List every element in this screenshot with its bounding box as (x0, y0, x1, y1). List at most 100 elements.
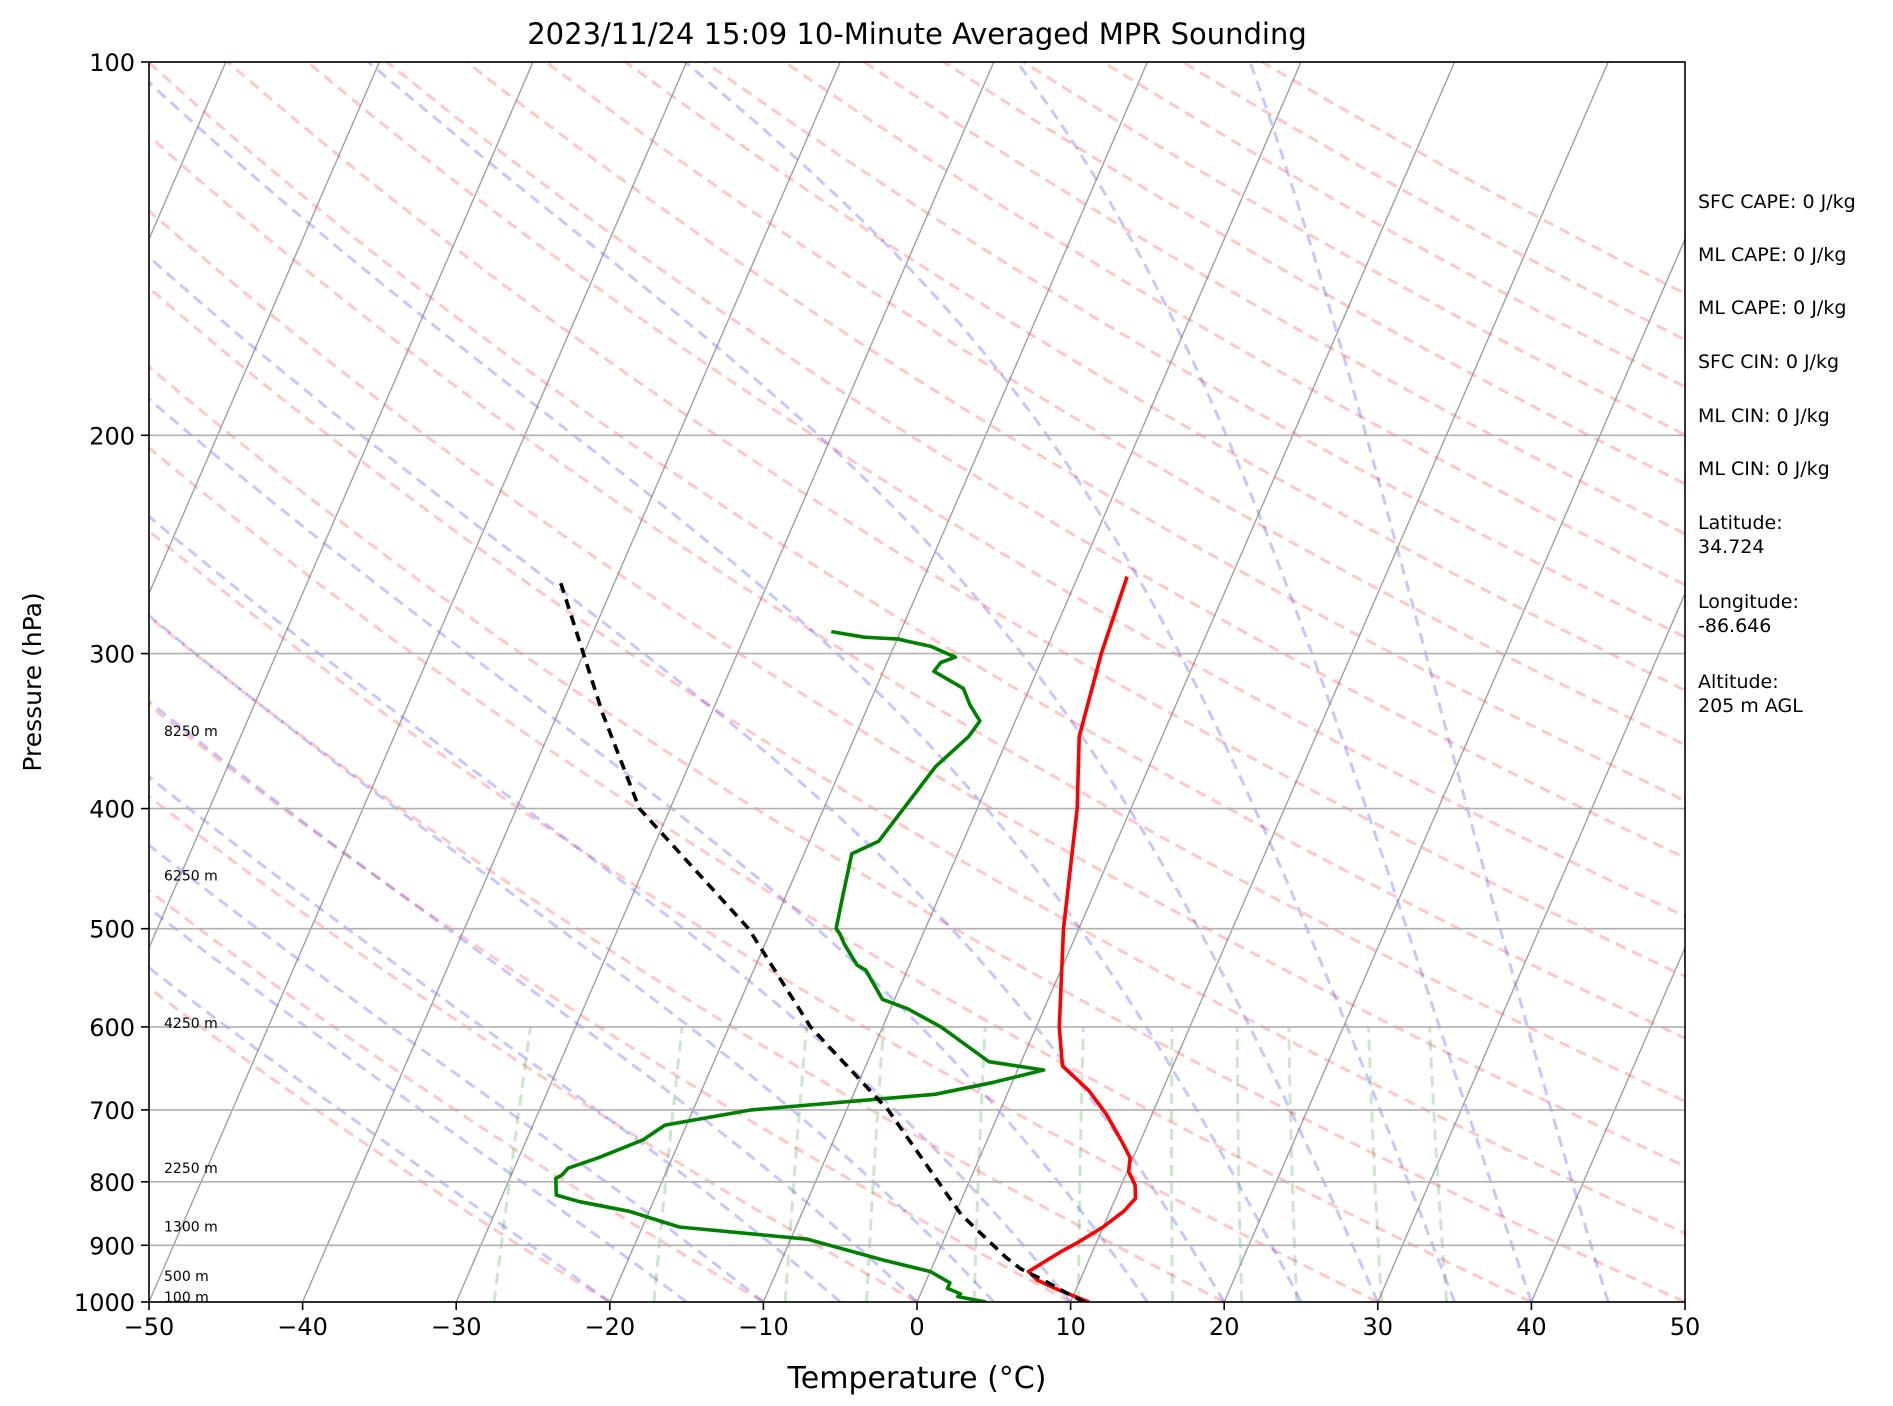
mixing-ratio-line-7 (1235, 1026, 1244, 1302)
dry-adiabat-5 (149, 529, 1379, 1302)
isotherm-9 (301, 62, 841, 1302)
x-tick-label-4: −10 (738, 1313, 789, 1341)
isotherm-13 (916, 62, 1456, 1302)
moist-adiabat-12 (1015, 62, 1533, 1302)
isotherm-12 (762, 62, 1302, 1302)
data-series (554, 576, 1138, 1302)
dry-adiabat-9 (149, 208, 1685, 1168)
mixing-ratio-line-9 (1367, 1026, 1384, 1302)
x-tick-label-5: 0 (909, 1313, 924, 1341)
dry-adiabat-13 (306, 62, 1685, 918)
x-tick-label-0: −50 (124, 1313, 175, 1341)
x-tick-label-1: −40 (277, 1313, 328, 1341)
annotation-6: Latitude: 34.724 (1698, 512, 1783, 558)
annotation-4: ML CIN: 0 J/kg (1698, 405, 1830, 427)
isotherm-11 (609, 62, 1149, 1302)
y-tick-label-9: 1000 (74, 1289, 135, 1317)
isotherm-14 (1069, 62, 1609, 1302)
dry-adiabat-4 (149, 614, 1225, 1302)
dry-adiabat-2 (149, 794, 918, 1302)
mixing-ratio-line-6 (1170, 1026, 1175, 1302)
y-axis-label: Pressure (hPa) (18, 592, 47, 771)
height-label-0: 8250 m (164, 724, 218, 740)
isotherm-16 (1377, 591, 1685, 1302)
moist-adiabat-8 (149, 255, 1226, 1302)
x-tick-label-8: 30 (1363, 1313, 1394, 1341)
y-tick-label-6: 700 (89, 1097, 135, 1125)
isotherm-6 (149, 62, 381, 596)
moist-adiabat-11 (684, 62, 1457, 1302)
moist-adiabat-9 (149, 80, 1303, 1302)
dry-adiabat-16 (545, 62, 1685, 747)
moist-adiabat-13 (1248, 62, 1610, 1302)
y-tick-label-0: 100 (89, 49, 135, 77)
annotation-2: ML CAPE: 0 J/kg (1698, 297, 1847, 319)
height-label-5: 500 m (164, 1269, 209, 1285)
isotherm-7 (149, 62, 534, 950)
x-tick-label-7: 20 (1209, 1313, 1240, 1341)
annotation-7: Longitude: -86.646 (1698, 591, 1799, 637)
moist-adiabat-6 (149, 514, 1072, 1302)
y-tick-label-4: 500 (89, 916, 135, 944)
background-lines (149, 62, 1685, 1302)
y-tick-label-8: 900 (89, 1232, 135, 1260)
y-tick-label-5: 600 (89, 1014, 135, 1042)
moist-adiabat-0 (149, 965, 611, 1302)
dry-adiabat-17 (624, 62, 1685, 692)
mixing-ratio-line-8 (1287, 1026, 1299, 1302)
annotation-0: SFC CAPE: 0 J/kg (1698, 191, 1856, 213)
height-label-2: 4250 m (164, 1016, 218, 1032)
dry-adiabat-12 (226, 62, 1685, 979)
mixing-ratio-line-10 (1428, 1026, 1449, 1302)
isotherm-15 (1223, 237, 1685, 1302)
mixing-ratio-line-2 (783, 1026, 808, 1302)
dry-adiabat-10 (149, 133, 1685, 1104)
height-label-3: 2250 m (164, 1161, 218, 1177)
x-tick-label-2: −30 (431, 1313, 482, 1341)
y-tick-label-7: 800 (89, 1169, 135, 1197)
moist-adiabat-3 (149, 774, 842, 1302)
y-tick-label-1: 200 (89, 422, 135, 450)
x-axis-ticks: −50 −40 −30 −20 −10 0 10 20 30 40 50 (124, 1302, 1701, 1341)
dry-adiabat-6 (149, 445, 1533, 1302)
isotherm-8 (149, 62, 688, 1302)
mixing-ratio-line-1 (652, 1026, 684, 1302)
annotation-5: ML CIN: 0 J/kg (1698, 458, 1830, 480)
plot-frame (148, 61, 1686, 1303)
series-line-0 (1026, 576, 1138, 1302)
x-axis-label: Temperature (°C) (787, 1361, 1047, 1396)
height-labels: 8250 m 6250 m 4250 m 2250 m 1300 m 500 m 100 m (164, 724, 218, 1306)
chart-title: 2023/11/24 15:09 10-Minute Averaged MPR … (527, 17, 1307, 51)
mixing-ratio-line-4 (972, 1026, 987, 1302)
dry-adiabat-1 (149, 888, 765, 1302)
dry-adiabat-18 (704, 62, 1685, 639)
isotherm-10 (455, 62, 995, 1302)
series-line-2 (556, 576, 1086, 1302)
x-tick-label-3: −20 (584, 1313, 635, 1341)
height-label-4: 1300 m (164, 1220, 218, 1236)
moist-adiabat-10 (367, 62, 1380, 1302)
dry-adiabat-7 (149, 364, 1685, 1302)
isotherm-17 (1530, 945, 1685, 1302)
x-tick-label-10: 50 (1670, 1313, 1701, 1341)
annotation-8: Altitude: 205 m AGL (1698, 671, 1803, 717)
height-label-1: 6250 m (164, 869, 218, 885)
dry-adiabat-0 (149, 985, 611, 1302)
dry-adiabat-8 (149, 285, 1685, 1235)
annotation-1: ML CAPE: 0 J/kg (1698, 244, 1847, 266)
pressure-grid (149, 62, 1685, 1302)
mixing-ratio-line-0 (492, 1026, 532, 1302)
dry-adiabat-11 (149, 62, 1685, 1040)
annotation-3: SFC CIN: 0 J/kg (1698, 351, 1840, 373)
x-tick-label-6: 10 (1055, 1313, 1086, 1341)
moist-adiabat-1 (149, 906, 688, 1302)
height-label-6: 100 m (164, 1290, 209, 1306)
dry-adiabat-15 (465, 62, 1685, 803)
mixing-ratio-line-3 (865, 1026, 885, 1302)
y-tick-label-3: 400 (89, 796, 135, 824)
x-tick-label-9: 40 (1516, 1313, 1547, 1341)
mixing-ratio-line-5 (1077, 1026, 1085, 1302)
series-line-1 (554, 629, 1046, 1302)
dry-adiabat-3 (149, 703, 1072, 1302)
